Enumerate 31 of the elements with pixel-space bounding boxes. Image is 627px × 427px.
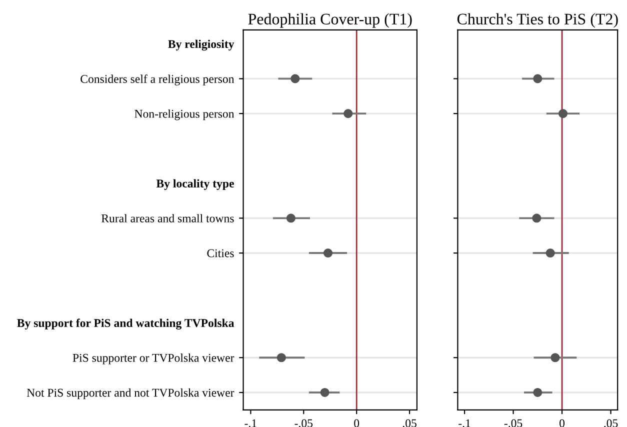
point	[546, 248, 555, 258]
y-tick-label: By religiosity	[168, 40, 234, 51]
y-tick-label: PiS supporter or TVPolska viewer	[72, 354, 234, 364]
chart-title: Church's Ties to PiS (T2)	[457, 13, 618, 28]
x-tick-label: .05	[402, 419, 416, 427]
point	[533, 74, 542, 84]
point	[320, 388, 330, 397]
y-tick-label: Considers self a religious person	[80, 74, 234, 86]
x-tick-label: -.05	[294, 419, 313, 427]
point	[533, 388, 542, 397]
y-tick-label: By support for PiS and watching TVPolska	[17, 318, 234, 330]
point	[286, 214, 296, 223]
point	[276, 353, 286, 362]
y-tick-label: By locality type	[156, 179, 234, 190]
x-tick-label: .05	[604, 419, 618, 427]
y-tick-label: Rural areas and small towns	[101, 214, 234, 222]
point	[558, 109, 568, 118]
x-tick-label: 0	[354, 419, 360, 427]
point	[532, 214, 542, 223]
point	[323, 248, 333, 258]
point	[290, 74, 300, 84]
y-tick-label: Cities	[207, 249, 234, 258]
point	[344, 109, 353, 118]
chart-title: Pedophilia Cover-up (T1)	[248, 13, 412, 28]
y-tick-label: Non-religious person	[134, 109, 234, 120]
x-tick-label: -.1	[244, 419, 256, 427]
point	[550, 353, 560, 362]
x-tick-label: -.05	[504, 419, 522, 427]
x-tick-label: 0	[560, 419, 565, 427]
x-tick-label: -.1	[458, 419, 470, 427]
y-tick-label: Not PiS supporter and not TVPolska viewer	[26, 388, 234, 400]
